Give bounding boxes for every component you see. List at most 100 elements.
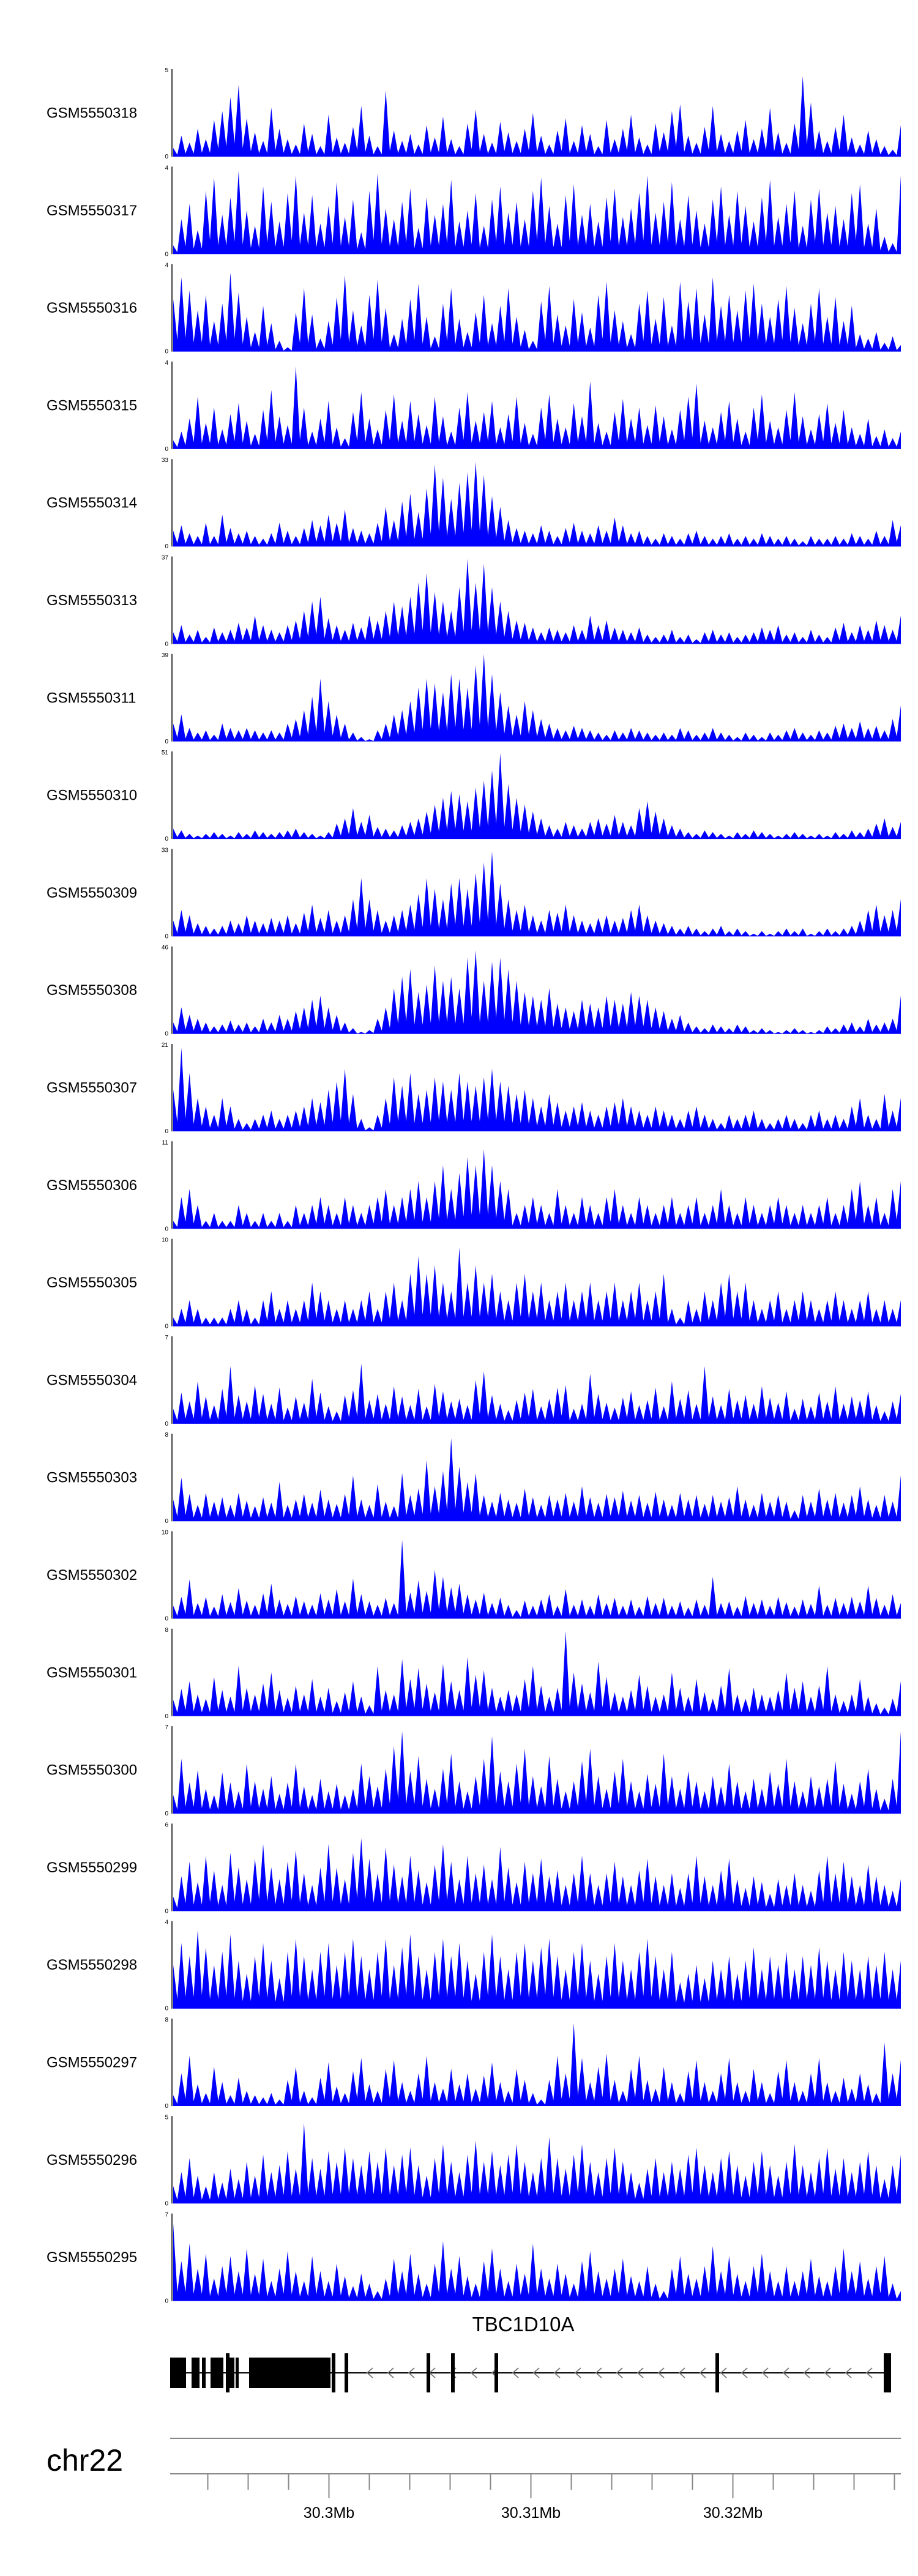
track-GSM5550308: GSM5550308 46 0 <box>47 945 901 1038</box>
coverage-area <box>173 1838 901 1912</box>
track-ymax-label: 5 <box>165 67 168 74</box>
track-label: GSM5550309 <box>47 885 137 901</box>
coverage-area <box>173 1438 901 1522</box>
track-ymax-label: 8 <box>165 1627 168 1634</box>
coverage-area <box>173 851 901 937</box>
coverage-area <box>173 2223 901 2301</box>
gene-exon <box>192 2358 200 2388</box>
strand-arrow <box>761 2367 769 2378</box>
track-ymax-label: 8 <box>165 1432 168 1439</box>
strand-arrow <box>532 2367 540 2378</box>
gene-exon-thin <box>494 2353 498 2392</box>
strand-arrow <box>512 2367 519 2378</box>
track-GSM5550302: GSM5550302 10 0 <box>47 1530 901 1623</box>
track-label: GSM5550299 <box>47 1859 137 1876</box>
track-ymax-label: 33 <box>162 457 169 464</box>
gene-exon <box>236 2358 239 2388</box>
track-ymin-label: 0 <box>165 1811 168 1817</box>
track-label: GSM5550313 <box>47 592 137 609</box>
track-ymax-label: 46 <box>162 945 169 951</box>
track-GSM5550299: GSM5550299 6 0 <box>47 1822 901 1915</box>
track-label: GSM5550297 <box>47 2055 137 2071</box>
coverage-area <box>173 1149 901 1229</box>
strand-arrow <box>470 2367 477 2378</box>
strand-arrow <box>824 2367 831 2378</box>
strand-arrow <box>366 2367 373 2378</box>
track-ymin-label: 0 <box>165 641 168 648</box>
strand-arrow <box>678 2367 685 2378</box>
track-GSM5550304: GSM5550304 7 0 <box>47 1335 901 1428</box>
track-ymin-label: 0 <box>165 739 168 745</box>
strand-arrow <box>803 2367 810 2378</box>
track-ymin-label: 0 <box>165 933 168 940</box>
gene-exon <box>211 2358 223 2388</box>
coverage-area <box>173 272 901 352</box>
track-ymax-label: 4 <box>165 360 168 367</box>
track-GSM5550301: GSM5550301 8 0 <box>47 1627 901 1720</box>
track-ymin-label: 0 <box>165 836 168 843</box>
coverage-area <box>173 1731 901 1814</box>
track-ymin-label: 0 <box>165 1713 168 1720</box>
track-GSM5550310: GSM5550310 51 0 <box>47 750 901 843</box>
strand-arrow <box>574 2367 581 2378</box>
genome-axis-track: chr22 30.3Mb 30.31Mb 30.32Mb <box>47 2438 901 2522</box>
strand-arrow <box>782 2367 789 2378</box>
track-ymin-label: 0 <box>165 2103 168 2110</box>
track-ymin-label: 0 <box>165 2200 168 2207</box>
strand-arrow <box>865 2367 873 2378</box>
coverage-area <box>173 753 901 839</box>
track-ymin-label: 0 <box>165 1616 168 1623</box>
track-label: GSM5550302 <box>47 1567 137 1584</box>
track-ymax-label: 10 <box>162 1530 169 1536</box>
track-label: GSM5550314 <box>47 495 137 512</box>
track-label: GSM5550298 <box>47 1957 137 1973</box>
track-ymax-label: 37 <box>162 555 169 562</box>
track-ymax-label: 8 <box>165 2017 168 2023</box>
gene-exon <box>230 2358 234 2388</box>
track-ymin-label: 0 <box>165 1323 168 1330</box>
track-ymax-label: 11 <box>162 1139 169 1146</box>
track-GSM5550309: GSM5550309 33 0 <box>47 847 901 940</box>
track-GSM5550315: GSM5550315 4 0 <box>47 360 901 453</box>
track-GSM5550314: GSM5550314 33 0 <box>47 457 901 550</box>
coverage-area <box>173 2123 901 2204</box>
gene-exon-thin <box>427 2353 430 2392</box>
coverage-area <box>173 171 901 255</box>
coverage-area <box>173 1048 901 1131</box>
track-ymax-label: 7 <box>165 1724 168 1731</box>
track-GSM5550311: GSM5550311 39 0 <box>47 652 901 745</box>
axis-tick-label: 30.32Mb <box>703 2504 763 2522</box>
strand-arrow <box>720 2367 727 2378</box>
track-ymin-label: 0 <box>165 1421 168 1428</box>
track-label: GSM5550296 <box>47 2152 137 2168</box>
coverage-area <box>173 2023 901 2106</box>
track-ymax-label: 33 <box>162 847 169 854</box>
coverage-tracks: GSM555031850GSM555031740GSM555031640GSM5… <box>47 67 901 2305</box>
gene-exon <box>249 2358 330 2388</box>
coverage-area <box>173 1247 901 1327</box>
track-ymax-label: 10 <box>162 1237 169 1244</box>
strand-arrow <box>616 2367 623 2378</box>
track-GSM5550303: GSM5550303 8 0 <box>47 1432 901 1525</box>
track-ymin-label: 0 <box>165 1128 168 1135</box>
track-GSM5550307: GSM5550307 21 0 <box>47 1042 901 1135</box>
track-ymax-label: 4 <box>165 262 168 269</box>
strand-arrow <box>699 2367 706 2378</box>
gene-exon-thin <box>226 2353 230 2392</box>
track-ymin-label: 0 <box>165 1518 168 1525</box>
track-label: GSM5550304 <box>47 1372 137 1388</box>
gene-name-label: TBC1D10A <box>472 2313 575 2336</box>
gene-exon-thin <box>887 2353 891 2392</box>
track-label: GSM5550305 <box>47 1275 137 1291</box>
strand-arrow <box>636 2367 644 2378</box>
track-GSM5550298: GSM5550298 4 0 <box>47 1919 901 2012</box>
track-label: GSM5550317 <box>47 203 137 219</box>
coverage-area <box>173 366 901 449</box>
track-ymin-label: 0 <box>165 1908 168 1915</box>
track-ymax-label: 51 <box>162 750 169 756</box>
axis-tick-label: 30.3Mb <box>304 2504 354 2522</box>
track-GSM5550306: GSM5550306 11 0 <box>47 1139 901 1232</box>
strand-arrow <box>595 2367 602 2378</box>
track-ymin-label: 0 <box>165 349 168 356</box>
coverage-area <box>173 461 901 547</box>
